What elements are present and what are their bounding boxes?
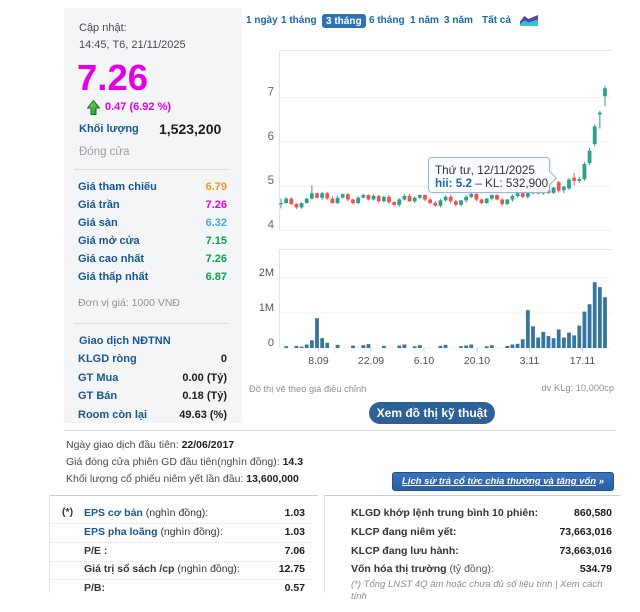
svg-text:2M: 2M xyxy=(259,267,274,279)
svg-text:3.11: 3.11 xyxy=(520,355,540,367)
svg-text:6: 6 xyxy=(268,131,274,143)
svg-text:17.11: 17.11 xyxy=(570,355,596,367)
svg-text:7: 7 xyxy=(268,87,274,99)
svg-text:4: 4 xyxy=(268,220,275,232)
svg-text:22.09: 22.09 xyxy=(358,355,384,367)
svg-text:20.10: 20.10 xyxy=(464,355,490,367)
svg-text:6.10: 6.10 xyxy=(414,355,435,367)
svg-text:0: 0 xyxy=(268,337,274,349)
svg-text:5: 5 xyxy=(268,175,274,187)
svg-text:8.09: 8.09 xyxy=(308,355,329,367)
svg-text:1M: 1M xyxy=(259,302,274,314)
